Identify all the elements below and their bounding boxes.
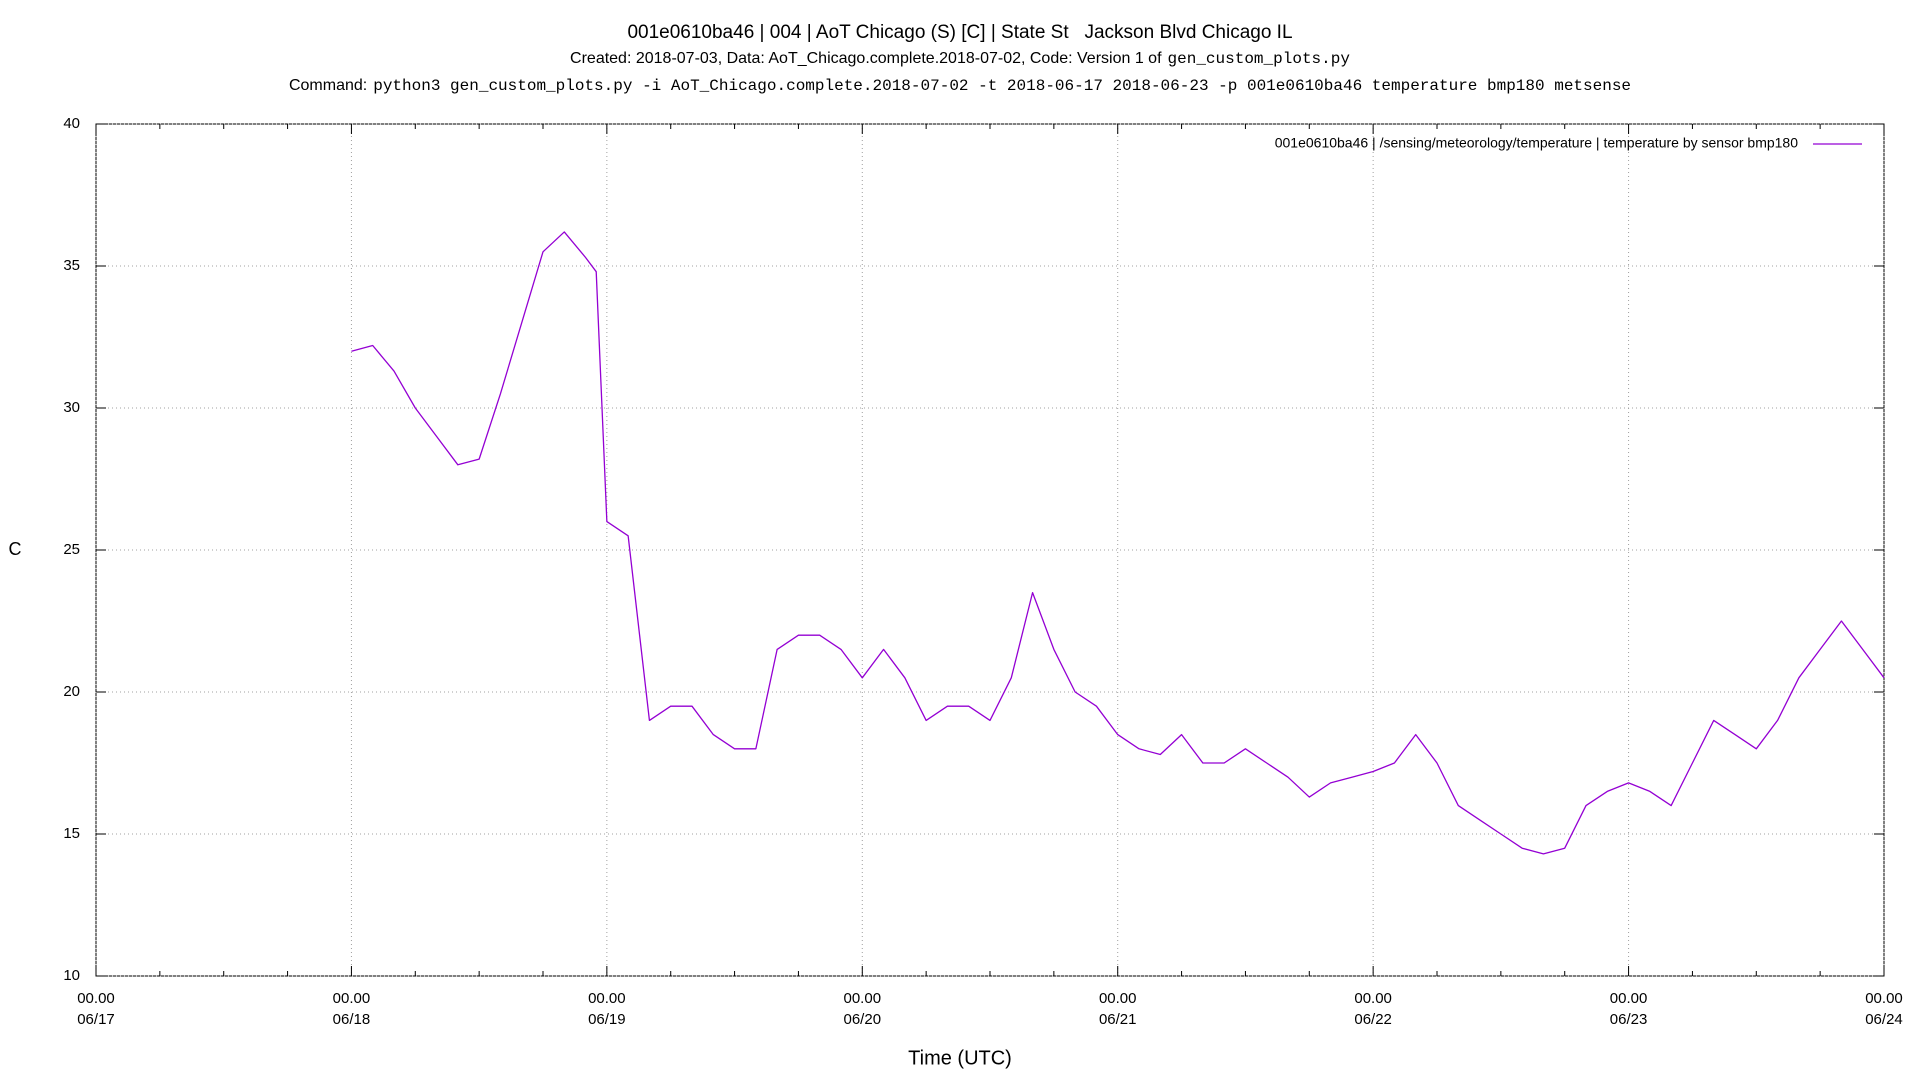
x-tick-label: 06/22 — [1354, 1011, 1392, 1028]
command-text: python3 gen_custom_plots.py -i AoT_Chica… — [373, 77, 1631, 95]
chart-title: 001e0610ba46 | 004 | AoT Chicago (S) [C]… — [627, 22, 1292, 43]
x-tick-label: 06/21 — [1099, 1011, 1137, 1028]
command-line: Command: python3 gen_custom_plots.py -i A… — [289, 77, 1631, 95]
y-axis-label: C — [9, 539, 22, 559]
x-tick-label: 00.00 — [77, 990, 115, 1007]
x-tick-label: 00.00 — [588, 990, 626, 1007]
x-tick-label: 00.00 — [844, 990, 882, 1007]
data-line — [351, 231, 1885, 855]
y-tick-label: 25 — [63, 541, 80, 558]
x-tick-label: 00.00 — [333, 990, 371, 1007]
x-tick-label: 06/17 — [77, 1011, 115, 1028]
x-tick-label: 00.00 — [1099, 990, 1137, 1007]
y-tick-label: 40 — [63, 115, 80, 132]
subtitle-text: Created: 2018-07-03, Data: AoT_Chicago.c… — [570, 50, 1162, 67]
x-tick-label: 06/24 — [1865, 1011, 1903, 1028]
x-tick-label: 00.00 — [1610, 990, 1648, 1007]
command-label: Command: — [289, 77, 367, 94]
x-axis-label: Time (UTC) — [908, 1047, 1012, 1069]
subtitle-code: gen_custom_plots.py — [1168, 50, 1351, 68]
x-tick-label: 06/23 — [1610, 1011, 1648, 1028]
y-tick-label: 20 — [63, 683, 80, 700]
y-tick-label: 30 — [63, 399, 80, 416]
y-tick-label: 15 — [63, 825, 80, 842]
x-tick-label: 00.00 — [1865, 990, 1903, 1007]
y-tick-label: 10 — [63, 967, 80, 984]
chart-subtitle: Created: 2018-07-03, Data: AoT_Chicago.c… — [570, 50, 1350, 68]
legend-label: 001e0610ba46 | /sensing/meteorology/temp… — [1275, 135, 1798, 151]
x-tick-label: 06/20 — [844, 1011, 882, 1028]
x-tick-label: 00.00 — [1354, 990, 1392, 1007]
y-tick-label: 35 — [63, 257, 80, 274]
x-tick-label: 06/18 — [333, 1011, 371, 1028]
x-tick-label: 06/19 — [588, 1011, 626, 1028]
